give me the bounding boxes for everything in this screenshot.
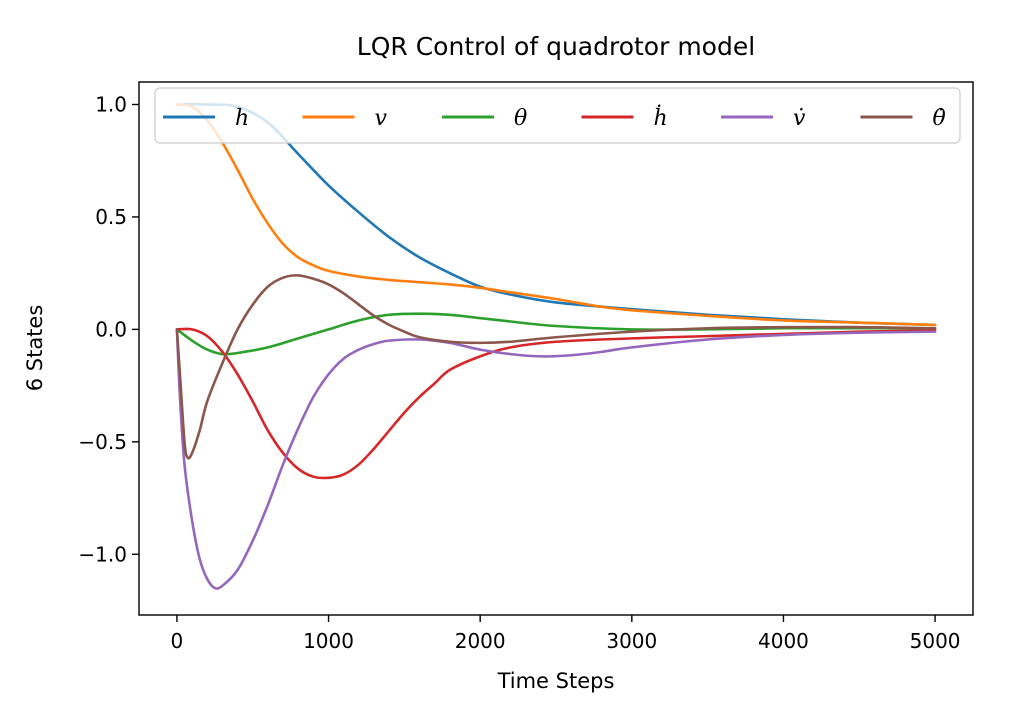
series-line-4 [175, 328, 937, 590]
legend-label-3: ḣ [654, 104, 668, 131]
x-axis: 0 1000 2000 3000 4000 5000 [171, 615, 961, 653]
series-line-3 [175, 327, 937, 480]
y-tick-label: 0.5 [95, 205, 127, 229]
plot-frame [138, 81, 974, 616]
legend-label-2: θ [514, 106, 527, 131]
legend-label-0: h [235, 106, 249, 131]
y-axis: 1.0 0.5 0.0 −0.5 −1.0 [78, 92, 139, 566]
y-tick-label: −0.5 [78, 430, 127, 454]
series-line-1 [175, 103, 937, 327]
series-line-5 [175, 274, 937, 460]
legend-label-1: v [375, 106, 388, 131]
legend-label-4: v̇ [793, 106, 806, 131]
legend-items: h v θ ḣ v̇ θ̇ [163, 104, 946, 131]
y-tick-label: 0.0 [95, 317, 127, 341]
x-tick-label: 0 [171, 629, 184, 653]
y-axis-label: 6 States [23, 305, 47, 392]
y-tick-label: 1.0 [95, 92, 127, 116]
x-tick-label: 2000 [455, 629, 506, 653]
chart-title: LQR Control of quadrotor model [357, 32, 755, 61]
x-tick-label: 4000 [758, 629, 809, 653]
x-tick-label: 3000 [606, 629, 657, 653]
x-axis-label: Time Steps [497, 669, 615, 693]
legend-box [154, 87, 961, 144]
x-tick-label: 5000 [910, 629, 961, 653]
x-tick-label: 1000 [303, 629, 354, 653]
legend: h v θ ḣ v̇ θ̇ [154, 87, 961, 144]
legend-label-5: θ̇ [933, 106, 946, 131]
y-tick-label: −1.0 [78, 542, 127, 566]
